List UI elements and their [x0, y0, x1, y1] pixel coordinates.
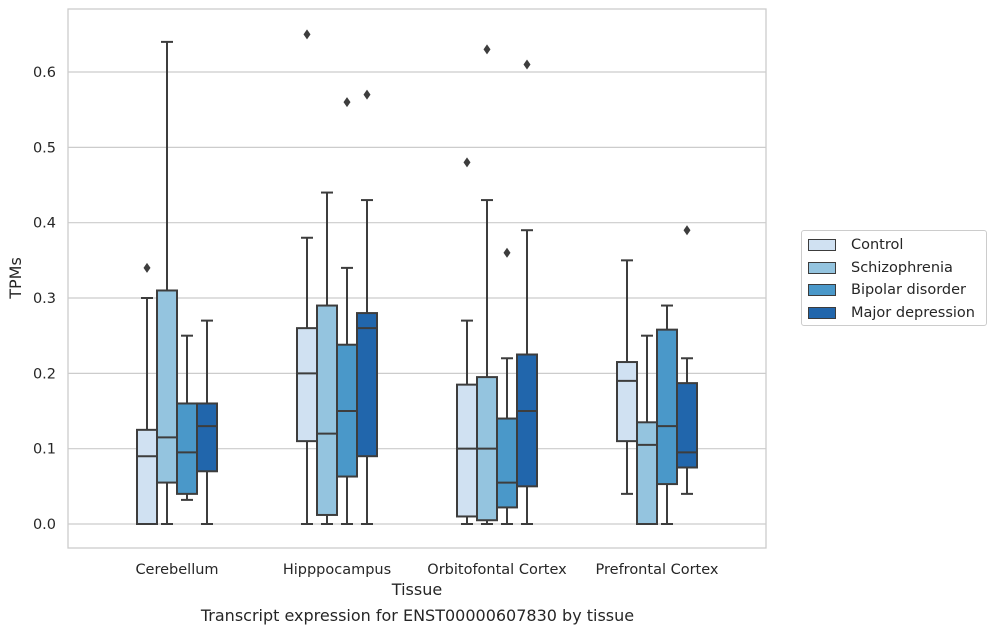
box-body — [356, 312, 378, 458]
box-major-depression-prefrontal-cortex — [676, 225, 698, 495]
y-axis-label: TPMs — [6, 257, 25, 300]
x-tick-label: Cerebellum — [135, 562, 218, 578]
box-body — [516, 353, 538, 488]
box-major-depression-hipppocampus — [356, 89, 378, 525]
box-body — [456, 383, 478, 518]
box-bipolar-disorder-cerebellum — [176, 334, 198, 501]
legend-label-control: Control — [851, 237, 904, 254]
legend-label-schizophrenia: Schizophrenia — [851, 259, 953, 276]
outlier-point — [363, 89, 371, 100]
outlier-point — [143, 262, 151, 273]
box-bipolar-disorder-prefrontal-cortex — [656, 304, 678, 525]
box-schizophrenia-prefrontal-cortex — [636, 334, 658, 526]
box-body — [296, 327, 318, 443]
outlier-point — [523, 59, 531, 70]
legend-swatch-bipolar-disorder — [808, 284, 836, 297]
box-control-orbitofontal-cortex — [456, 157, 478, 525]
y-tick-label: 0.3 — [33, 291, 56, 307]
y-tick-label: 0.1 — [33, 442, 56, 458]
box-control-hipppocampus — [296, 29, 318, 525]
box-body — [316, 304, 338, 516]
legend-swatch-major-depression — [808, 306, 836, 319]
box-bipolar-disorder-orbitofontal-cortex — [496, 247, 518, 525]
box-major-depression-orbitofontal-cortex — [516, 59, 538, 525]
y-axis-ticks: 0.0 0.1 0.2 0.3 0.4 0.5 0.6 — [33, 65, 56, 533]
legend-item-major-depression: Major depression — [808, 302, 980, 325]
x-tick-label: Orbitofontal Cortex — [427, 562, 567, 578]
box-body — [676, 382, 698, 469]
box-major-depression-cerebellum — [196, 319, 218, 525]
box-bipolar-disorder-hipppocampus — [336, 97, 358, 525]
legend-item-schizophrenia: Schizophrenia — [808, 257, 980, 280]
legend-label-bipolar-disorder: Bipolar disorder — [851, 282, 966, 299]
outlier-point — [463, 157, 471, 168]
box-schizophrenia-cerebellum — [156, 40, 178, 525]
legend-swatch-control — [808, 239, 836, 252]
outlier-point — [503, 247, 511, 258]
boxes — [136, 29, 698, 526]
legend-swatch-schizophrenia — [808, 261, 836, 274]
chart-caption: Transcript expression for ENST0000060783… — [200, 606, 635, 625]
x-tick-label: Prefrontal Cortex — [596, 562, 719, 578]
box-body — [156, 289, 178, 484]
box-body — [656, 328, 678, 486]
box-body — [636, 421, 658, 526]
legend: Control Schizophrenia Bipolar disorder M… — [801, 230, 987, 326]
outlier-point — [303, 29, 311, 40]
box-control-prefrontal-cortex — [616, 259, 638, 495]
y-tick-label: 0.0 — [33, 517, 56, 533]
y-tick-label: 0.5 — [33, 140, 56, 156]
x-axis-label: Tissue — [391, 580, 442, 599]
y-tick-label: 0.2 — [33, 366, 56, 382]
box-control-cerebellum — [136, 262, 158, 525]
legend-item-bipolar-disorder: Bipolar disorder — [808, 279, 980, 302]
x-axis-ticks: Cerebellum Hipppocampus Orbitofontal Corte… — [135, 562, 718, 578]
box-body — [616, 361, 638, 443]
y-tick-label: 0.6 — [33, 65, 56, 81]
legend-label-major-depression: Major depression — [851, 304, 975, 321]
outlier-point — [483, 44, 491, 55]
x-tick-label: Hipppocampus — [283, 562, 391, 578]
box-schizophrenia-hipppocampus — [316, 191, 338, 525]
outlier-point — [683, 225, 691, 236]
y-tick-label: 0.4 — [33, 216, 56, 232]
box-body — [176, 402, 198, 495]
outlier-point — [343, 97, 351, 108]
box-body — [196, 402, 218, 473]
box-schizophrenia-orbitofontal-cortex — [476, 44, 498, 525]
box-body — [496, 417, 518, 509]
box-body — [136, 428, 158, 525]
plot-frame — [67, 8, 767, 549]
legend-item-control: Control — [808, 234, 980, 257]
